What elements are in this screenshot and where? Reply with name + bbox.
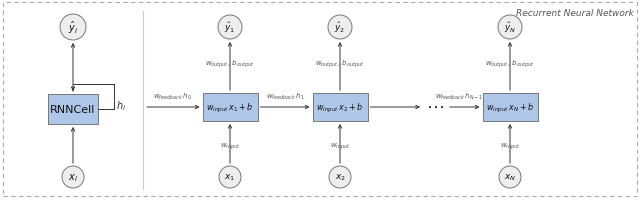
Text: $h_i$: $h_i$ bbox=[116, 99, 126, 112]
Text: $w_{input}\,x_2+b$: $w_{input}\,x_2+b$ bbox=[316, 101, 364, 114]
Text: $\hat{y}_N$: $\hat{y}_N$ bbox=[504, 21, 516, 35]
Bar bbox=[312, 94, 367, 121]
Text: $w_{output},\,b_{output}$: $w_{output},\,b_{output}$ bbox=[485, 58, 535, 69]
Text: $w_{input}$: $w_{input}$ bbox=[330, 141, 350, 151]
Circle shape bbox=[499, 166, 521, 188]
Text: Recurrent Neural Network: Recurrent Neural Network bbox=[516, 9, 634, 18]
Text: $w_{output},\,b_{output}$: $w_{output},\,b_{output}$ bbox=[205, 58, 255, 69]
Circle shape bbox=[62, 166, 84, 188]
Text: $w_{input}$: $w_{input}$ bbox=[220, 141, 240, 151]
Text: $\hat{y}_i$: $\hat{y}_i$ bbox=[68, 20, 78, 36]
Circle shape bbox=[60, 15, 86, 41]
Circle shape bbox=[328, 16, 352, 40]
Text: $x_1$: $x_1$ bbox=[225, 172, 236, 182]
Text: $\hat{y}_2$: $\hat{y}_2$ bbox=[335, 21, 346, 35]
Text: $w_{input}\,x_1+b$: $w_{input}\,x_1+b$ bbox=[206, 101, 254, 114]
Text: $x_i$: $x_i$ bbox=[68, 171, 78, 183]
Text: $x_2$: $x_2$ bbox=[335, 172, 346, 182]
Text: $\hat{y}_1$: $\hat{y}_1$ bbox=[225, 21, 236, 35]
Text: $w_{input}$: $w_{input}$ bbox=[500, 141, 520, 151]
Text: $\cdots$: $\cdots$ bbox=[426, 98, 444, 115]
Bar bbox=[202, 94, 257, 121]
Bar bbox=[48, 95, 98, 124]
Bar bbox=[483, 94, 538, 121]
Text: $w_{input}\,x_N+b$: $w_{input}\,x_N+b$ bbox=[486, 101, 534, 114]
Text: $w_{feedback}\,h_{N-1}$: $w_{feedback}\,h_{N-1}$ bbox=[435, 91, 483, 102]
Text: $w_{output},\,b_{output}$: $w_{output},\,b_{output}$ bbox=[316, 58, 365, 69]
Circle shape bbox=[219, 166, 241, 188]
Circle shape bbox=[498, 16, 522, 40]
Text: $x_N$: $x_N$ bbox=[504, 172, 516, 182]
Text: $w_{feedback}\,h_0$: $w_{feedback}\,h_0$ bbox=[154, 91, 192, 102]
Circle shape bbox=[218, 16, 242, 40]
Text: $w_{feedback}\,h_1$: $w_{feedback}\,h_1$ bbox=[266, 91, 304, 102]
Circle shape bbox=[329, 166, 351, 188]
Text: RNNCell: RNNCell bbox=[51, 104, 96, 114]
